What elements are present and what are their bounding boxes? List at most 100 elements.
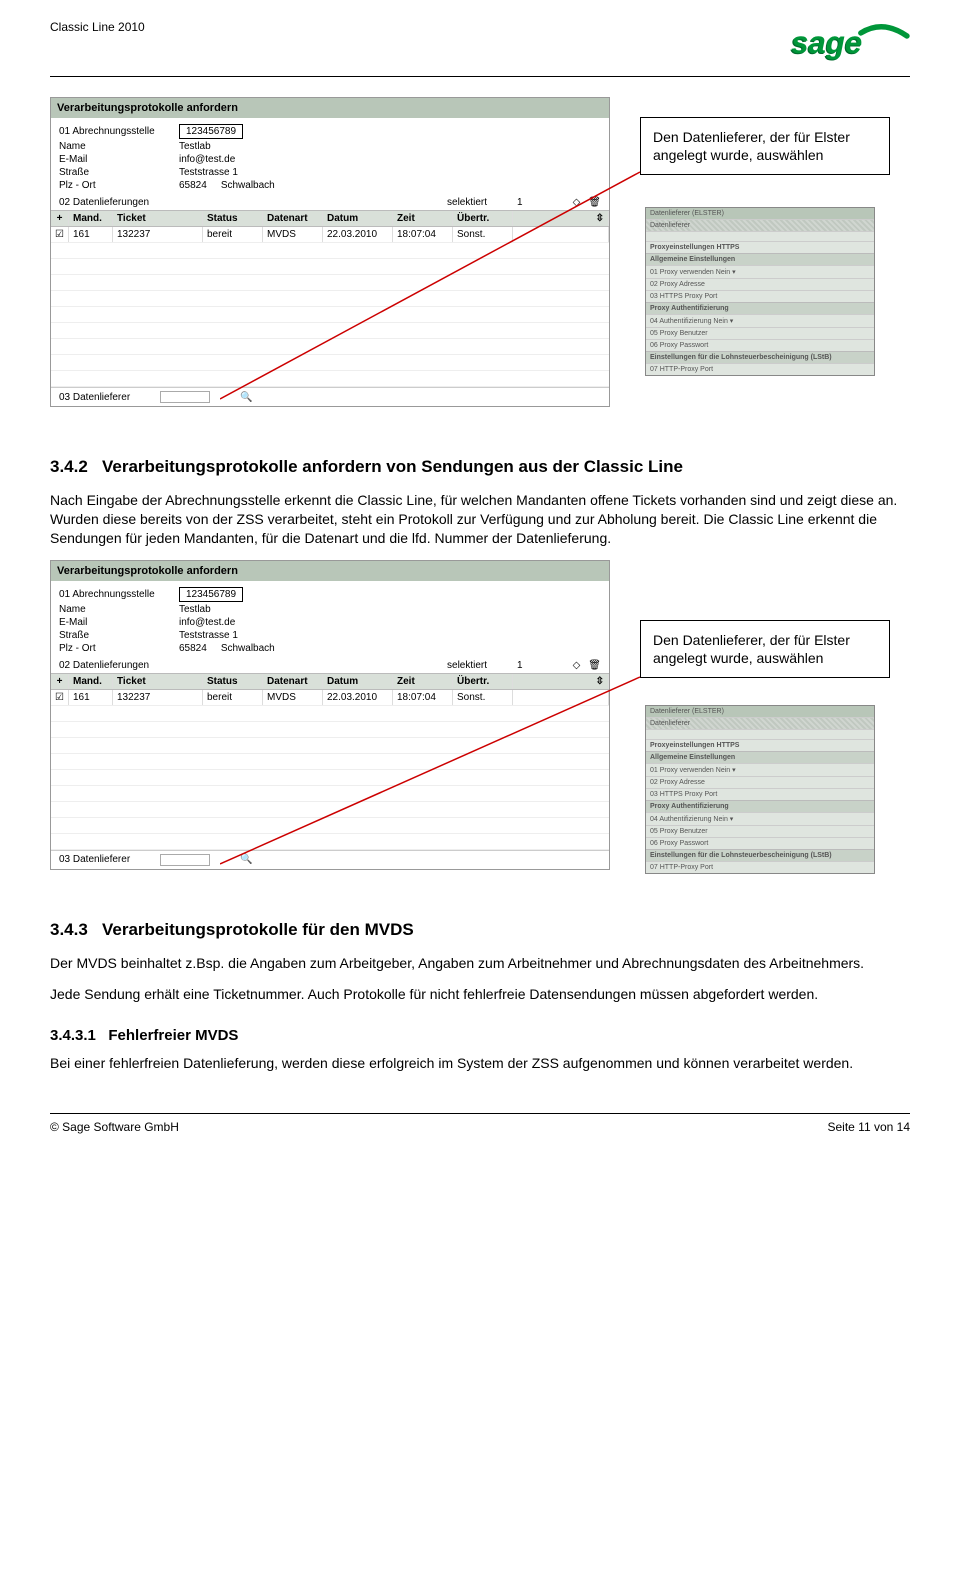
scroll-ind-icon[interactable]: ⇳ bbox=[513, 211, 609, 226]
heading-title: Verarbeitungsprotokolle für den MVDS bbox=[102, 920, 414, 939]
row-zeit: 18:07:04 bbox=[393, 690, 453, 705]
sp-row[interactable]: 07 HTTP-Proxy Port bbox=[646, 363, 874, 375]
sp-section: Allgemeine Einstellungen bbox=[646, 751, 874, 763]
row-status: bereit bbox=[203, 690, 263, 705]
search-icon[interactable]: 🔍 bbox=[240, 392, 252, 403]
table-row bbox=[51, 323, 609, 339]
delete-icon[interactable]: 🗑 bbox=[588, 660, 601, 671]
nav-up-icon[interactable]: ◇ bbox=[573, 660, 581, 671]
strasse-label: Straße bbox=[59, 630, 179, 641]
email-label: E-Mail bbox=[59, 617, 179, 628]
sp-row[interactable]: 02 Proxy Adresse bbox=[646, 278, 874, 290]
selektiert-label: selektiert bbox=[447, 660, 487, 671]
table-row bbox=[51, 722, 609, 738]
row-check[interactable]: ☑ bbox=[51, 227, 69, 242]
col-datum: Datum bbox=[323, 674, 393, 689]
sp-row bbox=[646, 231, 874, 241]
datenlieferer-input[interactable] bbox=[160, 391, 210, 403]
name-label: Name bbox=[59, 141, 179, 152]
heading-3431: 3.4.3.1 Fehlerfreier MVDS bbox=[50, 1027, 910, 1044]
sp-row[interactable]: 05 Proxy Benutzer bbox=[646, 825, 874, 837]
table-row[interactable]: ☑ 161 132237 bereit MVDS 22.03.2010 18:0… bbox=[51, 227, 609, 243]
sp-row[interactable]: Datenlieferer bbox=[646, 219, 874, 231]
email-value: info@test.de bbox=[179, 617, 235, 628]
sp-row: Proxyeinstellungen HTTPS bbox=[646, 739, 874, 751]
side-panel-2: Datenlieferer (ELSTER) Datenlieferer Pro… bbox=[645, 705, 875, 874]
sp-row[interactable]: 01 Proxy verwenden Nein ▾ bbox=[646, 265, 874, 278]
name-label: Name bbox=[59, 604, 179, 615]
name-value: Testlab bbox=[179, 604, 211, 615]
selektiert-value: 1 bbox=[517, 197, 523, 208]
para-3431: Bei einer fehlerfreien Datenlieferung, w… bbox=[50, 1054, 910, 1073]
datenlieferer-input[interactable] bbox=[160, 854, 210, 866]
table-row[interactable]: ☑ 161 132237 bereit MVDS 22.03.2010 18:0… bbox=[51, 690, 609, 706]
app-window-2: Verarbeitungsprotokolle anfordern 01 Abr… bbox=[50, 560, 610, 870]
row-datenart: MVDS bbox=[263, 227, 323, 242]
sp-section: Proxy Authentifizierung bbox=[646, 800, 874, 812]
sp-row[interactable]: 03 HTTPS Proxy Port bbox=[646, 788, 874, 800]
plz-value: 65824 bbox=[179, 643, 207, 654]
footer-divider bbox=[50, 1113, 910, 1114]
callout-1: Den Datenlieferer, der für Elster angele… bbox=[640, 117, 890, 175]
col-plus[interactable]: + bbox=[51, 674, 69, 689]
sp-row[interactable]: 01 Proxy verwenden Nein ▾ bbox=[646, 763, 874, 776]
table-row bbox=[51, 770, 609, 786]
row-datum: 22.03.2010 bbox=[323, 690, 393, 705]
nav-up-icon[interactable]: ◇ bbox=[573, 197, 581, 208]
sage-logo: sage sage bbox=[790, 20, 910, 70]
col-ticket: Ticket bbox=[113, 674, 203, 689]
email-label: E-Mail bbox=[59, 154, 179, 165]
col-ticket: Ticket bbox=[113, 211, 203, 226]
sp-row[interactable]: 03 HTTPS Proxy Port bbox=[646, 290, 874, 302]
row-datum: 22.03.2010 bbox=[323, 227, 393, 242]
strasse-label: Straße bbox=[59, 167, 179, 178]
screenshot-2: Verarbeitungsprotokolle anfordern 01 Abr… bbox=[50, 560, 910, 890]
table-row bbox=[51, 786, 609, 802]
row-zeit: 18:07:04 bbox=[393, 227, 453, 242]
heading-title: Verarbeitungsprotokolle anfordern von Se… bbox=[102, 457, 683, 476]
col-plus[interactable]: + bbox=[51, 211, 69, 226]
side-panel-title: Datenlieferer (ELSTER) bbox=[646, 706, 874, 717]
abrech-value[interactable]: 123456789 bbox=[179, 587, 243, 602]
sp-row[interactable]: 06 Proxy Passwort bbox=[646, 339, 874, 351]
table-row bbox=[51, 818, 609, 834]
callout-text: Den Datenlieferer, der für Elster angele… bbox=[653, 129, 850, 163]
table-row bbox=[51, 291, 609, 307]
sp-row[interactable]: 02 Proxy Adresse bbox=[646, 776, 874, 788]
col-ubertr: Übertr. bbox=[453, 211, 513, 226]
sp-section: Einstellungen für die Lohnsteuerbeschein… bbox=[646, 351, 874, 363]
grid-header: + Mand. Ticket Status Datenart Datum Zei… bbox=[51, 210, 609, 227]
selektiert-value: 1 bbox=[517, 660, 523, 671]
sp-section: Proxy Authentifizierung bbox=[646, 302, 874, 314]
side-panel-1: Datenlieferer (ELSTER) Datenlieferer Pro… bbox=[645, 207, 875, 376]
row-ticket: 132237 bbox=[113, 227, 203, 242]
sp-row[interactable]: 06 Proxy Passwort bbox=[646, 837, 874, 849]
ort-value: Schwalbach bbox=[221, 180, 275, 191]
sp-row[interactable]: Datenlieferer bbox=[646, 717, 874, 729]
para-343a: Der MVDS beinhaltet z.Bsp. die Angaben z… bbox=[50, 954, 910, 973]
email-value: info@test.de bbox=[179, 154, 235, 165]
plzort-label: Plz - Ort bbox=[59, 643, 179, 654]
sp-row[interactable]: 05 Proxy Benutzer bbox=[646, 327, 874, 339]
table-row bbox=[51, 339, 609, 355]
sp-row[interactable]: 07 HTTP-Proxy Port bbox=[646, 861, 874, 873]
table-row bbox=[51, 259, 609, 275]
sp-row[interactable]: 04 Authentifizierung Nein ▾ bbox=[646, 314, 874, 327]
abrech-value[interactable]: 123456789 bbox=[179, 124, 243, 139]
plz-value: 65824 bbox=[179, 180, 207, 191]
row-check[interactable]: ☑ bbox=[51, 690, 69, 705]
table-row bbox=[51, 754, 609, 770]
product-line: Classic Line 2010 bbox=[50, 20, 145, 34]
col-datum: Datum bbox=[323, 211, 393, 226]
name-value: Testlab bbox=[179, 141, 211, 152]
table-row bbox=[51, 834, 609, 850]
col-zeit: Zeit bbox=[393, 211, 453, 226]
col-zeit: Zeit bbox=[393, 674, 453, 689]
sp-row[interactable]: 04 Authentifizierung Nein ▾ bbox=[646, 812, 874, 825]
col-mand: Mand. bbox=[69, 211, 113, 226]
delete-icon[interactable]: 🗑 bbox=[588, 197, 601, 208]
search-icon[interactable]: 🔍 bbox=[240, 854, 252, 865]
callout-2: Den Datenlieferer, der für Elster angele… bbox=[640, 620, 890, 678]
heading-342: 3.4.2 Verarbeitungsprotokolle anfordern … bbox=[50, 457, 910, 477]
scroll-ind-icon[interactable]: ⇳ bbox=[513, 674, 609, 689]
